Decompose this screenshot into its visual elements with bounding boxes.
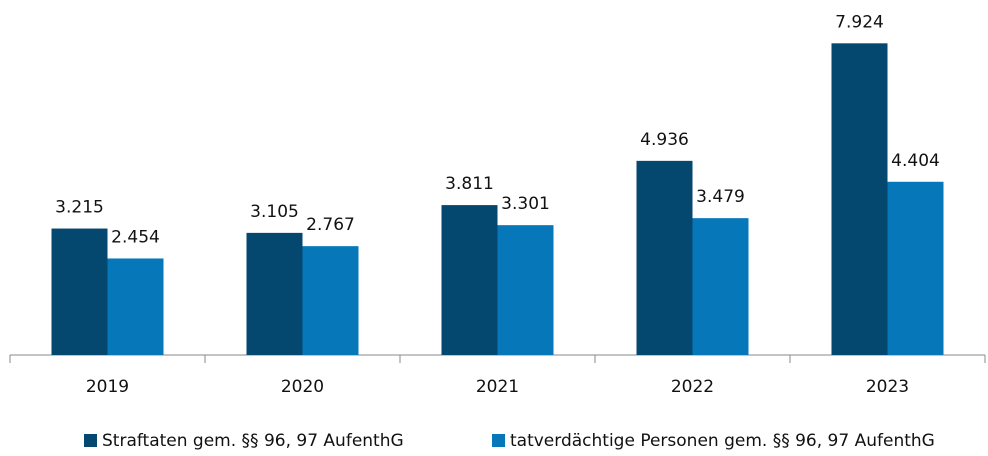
value-label: 3.811 [445, 174, 494, 194]
bar [887, 181, 944, 355]
bar [497, 225, 554, 355]
bar [51, 228, 108, 355]
bar [302, 246, 359, 355]
value-label: 4.936 [640, 130, 689, 150]
value-label: 3.479 [696, 187, 745, 207]
bar [831, 43, 888, 356]
value-label: 3.105 [250, 202, 299, 222]
value-label: 2.767 [306, 215, 355, 235]
legend-swatch [492, 434, 505, 447]
bar [246, 232, 303, 355]
bar [107, 258, 164, 355]
value-label: 7.924 [835, 12, 884, 32]
bar [692, 218, 749, 355]
x-tick-label: 2021 [476, 377, 519, 397]
legend-swatch [84, 434, 97, 447]
legend-label: tatverdächtige Personen gem. §§ 96, 97 A… [510, 431, 935, 451]
x-tick-label: 2019 [86, 377, 129, 397]
value-label: 2.454 [111, 227, 160, 247]
legend-label: Straftaten gem. §§ 96, 97 AufenthG [102, 431, 404, 451]
value-label: 4.404 [891, 151, 940, 171]
value-label: 3.215 [55, 198, 104, 218]
bar [636, 160, 693, 355]
x-tick-label: 2020 [281, 377, 324, 397]
x-tick-label: 2023 [866, 377, 909, 397]
x-tick-label: 2022 [671, 377, 714, 397]
value-label: 3.301 [501, 194, 550, 214]
bar [441, 205, 498, 355]
